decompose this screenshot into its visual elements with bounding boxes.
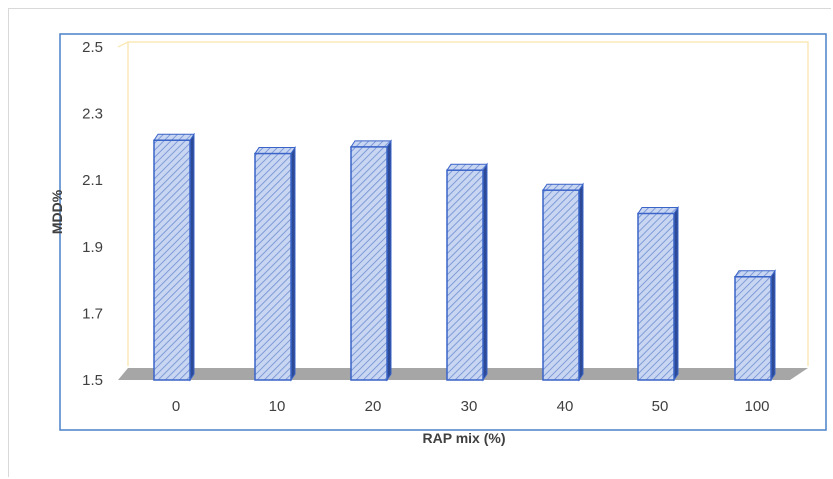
bar-front	[153, 139, 191, 381]
bar	[350, 139, 392, 382]
x-tick-label: 100	[744, 398, 769, 415]
y-tick-label: 2.5	[82, 39, 103, 56]
x-tick-label: 40	[557, 398, 574, 415]
bar-front	[254, 152, 292, 381]
plot-area	[59, 33, 827, 431]
y-tick-label: 1.5	[82, 372, 103, 389]
x-tick-label: 10	[269, 398, 286, 415]
y-tick-label: 2.1	[82, 172, 103, 189]
back-wall-line	[127, 41, 809, 366]
bar-top	[734, 270, 776, 278]
y-tick-label: 2.3	[82, 106, 103, 123]
x-tick-label: 50	[652, 398, 669, 415]
back-wall-corner	[117, 41, 129, 48]
bar-top	[350, 140, 392, 148]
bar-top	[153, 133, 195, 141]
x-tick-label: 20	[365, 398, 382, 415]
bar-top	[542, 183, 584, 191]
bar	[734, 269, 776, 382]
y-tick-label: 1.7	[82, 305, 103, 322]
bar	[254, 145, 296, 382]
x-tick-label: 0	[172, 398, 180, 415]
bar	[542, 182, 584, 382]
y-axis-ticks: 2.5 2.3 2.1 1.9 1.7 1.5	[82, 39, 103, 389]
bar-front	[542, 189, 580, 381]
y-tick-label: 1.9	[82, 239, 103, 256]
y-axis-title: MDD%	[49, 189, 65, 234]
back-wall-frame	[117, 41, 809, 366]
x-tick-label: 30	[461, 398, 478, 415]
bar-top	[254, 147, 296, 155]
x-axis-title: RAP mix (%)	[423, 430, 506, 446]
bar	[446, 162, 488, 382]
outer-frame	[8, 8, 831, 477]
bar-front	[734, 276, 772, 381]
bars	[153, 132, 776, 382]
bar	[153, 132, 195, 382]
bar-front	[637, 212, 675, 381]
bar	[637, 205, 679, 382]
bar-top	[446, 163, 488, 171]
x-axis-ticks: 0 10 20 30 40 50 100	[172, 398, 770, 415]
bar-front	[350, 146, 388, 381]
bar-front	[446, 169, 484, 381]
bar-top	[637, 207, 679, 214]
